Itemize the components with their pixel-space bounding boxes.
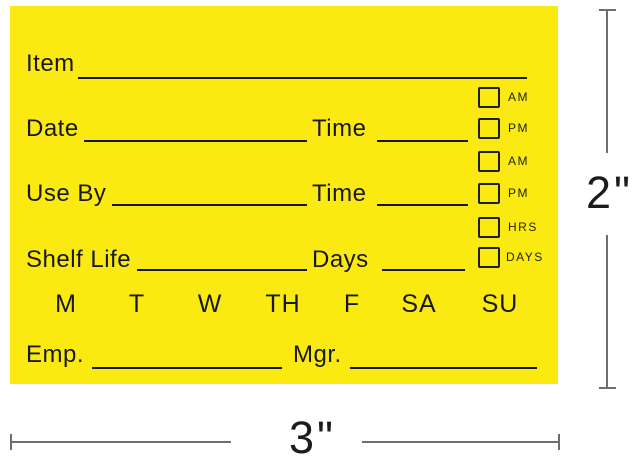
- height-dimension-lower-line: [606, 235, 608, 388]
- mgr-label: Mgr.: [293, 341, 342, 368]
- weekday-m: M: [55, 290, 77, 318]
- checkbox-days-label: DAYS: [506, 250, 544, 264]
- checkbox-am-1: [478, 87, 500, 108]
- emp-label: Emp.: [26, 341, 85, 368]
- weekday-f: F: [343, 290, 361, 318]
- height-dimension-upper-line: [606, 9, 608, 153]
- width-dimension-right-tick: [558, 434, 560, 450]
- checkbox-am-2-label: AM: [508, 154, 529, 168]
- use-by-time-label: Time: [312, 180, 367, 207]
- date-label: Date: [26, 115, 79, 142]
- width-dimension-left-line: [12, 441, 231, 443]
- checkbox-hrs-label: HRS: [508, 220, 538, 234]
- checkbox-pm-1: [478, 118, 500, 139]
- weekday-w: W: [197, 290, 223, 318]
- days-label: Days: [312, 246, 369, 273]
- weekday-t: T: [128, 290, 146, 318]
- use-by-blank-line: [112, 204, 307, 206]
- weekday-sa: SA: [401, 290, 437, 318]
- checkbox-am-2: [478, 151, 500, 172]
- item-label: Item: [26, 50, 75, 77]
- checkbox-hrs: [478, 217, 500, 238]
- checkbox-am-1-label: AM: [508, 90, 529, 104]
- use-by-time-blank-line: [377, 204, 468, 206]
- date-time-label: Time: [312, 115, 367, 142]
- height-dimension-text: 2": [586, 167, 634, 218]
- item-blank-line: [78, 77, 527, 79]
- checkbox-pm-2-label: PM: [508, 186, 529, 200]
- use-by-label: Use By: [26, 180, 107, 207]
- width-dimension-left-tick: [10, 434, 12, 450]
- shelf-life-text-label: Shelf Life: [26, 246, 132, 273]
- width-dimension-text: 3": [289, 412, 337, 463]
- shelf-life-blank-line: [137, 269, 307, 271]
- checkbox-pm-1-label: PM: [508, 121, 529, 135]
- days-blank-line: [382, 269, 465, 271]
- checkbox-pm-2: [478, 183, 500, 204]
- shelf-life-label: Item Date Time Use By Time Shelf Life Da…: [10, 6, 558, 384]
- weekday-th: TH: [265, 290, 301, 318]
- width-dimension-right-line: [362, 441, 559, 443]
- weekday-su: SU: [481, 290, 519, 318]
- date-blank-line: [84, 140, 307, 142]
- checkbox-days: [478, 247, 500, 268]
- height-dimension-bottom-tick: [599, 387, 616, 389]
- mgr-blank-line: [350, 367, 537, 369]
- emp-blank-line: [92, 367, 282, 369]
- date-time-blank-line: [377, 140, 468, 142]
